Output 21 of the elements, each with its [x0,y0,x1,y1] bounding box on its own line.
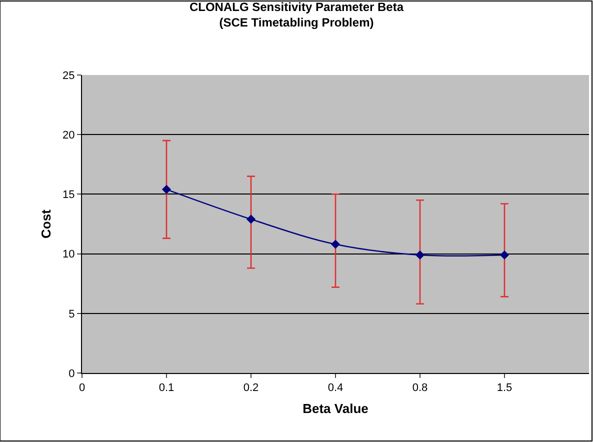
point [246,214,256,224]
y-axis-title: Cost [38,208,54,238]
point [415,250,425,260]
x-axis-title: Beta Value [302,400,368,416]
point [500,250,510,260]
y-tick-label: 15 [62,189,75,202]
x-tick-label: 0 [78,382,86,394]
x-tick-label: 0.8 [412,382,428,394]
y-tick-label: 20 [62,129,75,142]
y-tick-label: 25 [62,70,75,82]
x-tick-label: 0.1 [158,382,174,394]
y-tick-label: 5 [68,308,75,320]
x-tick-label: 0.2 [243,382,259,394]
x-tick-label: 0.4 [328,382,344,394]
chart-title: CLONALG Sensitivity Parameter Beta [189,0,404,14]
point [330,240,340,249]
chart-subtitle: (SCE Timetabling Problem) [219,16,374,30]
y-tick-label: 0 [68,368,75,380]
x-tick-label: 1.5 [496,382,512,394]
point [162,184,172,194]
y-tick-label: 10 [62,248,75,261]
